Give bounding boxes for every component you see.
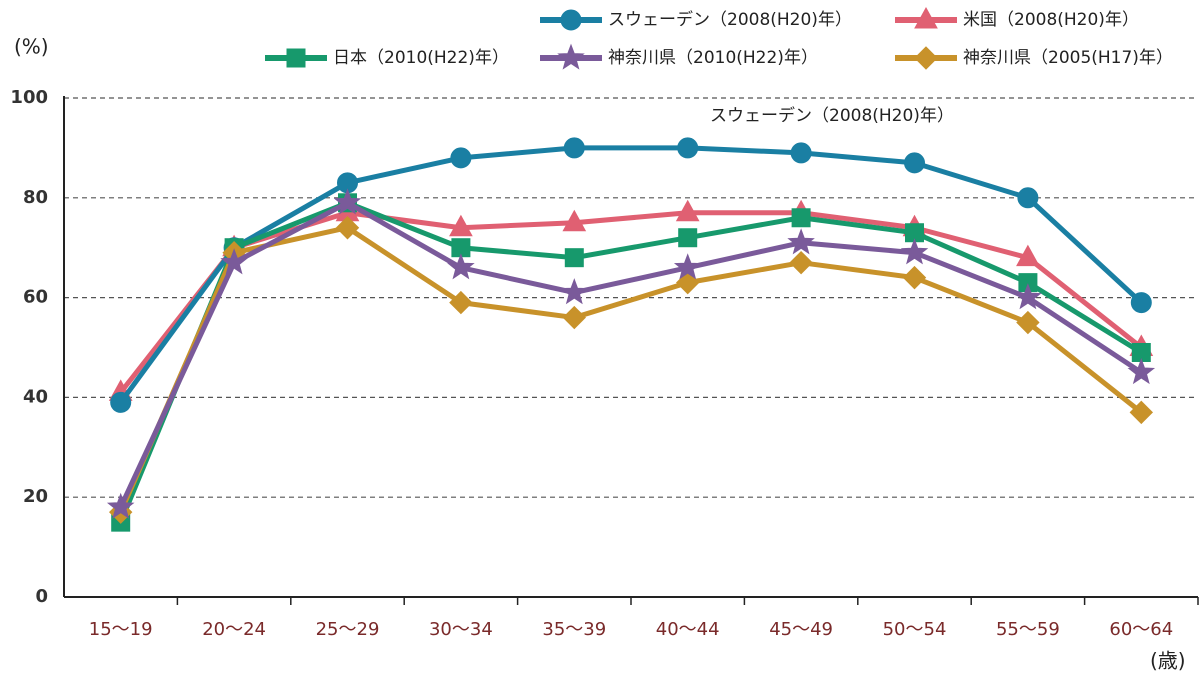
legend-label: 日本（2010(H22)年） [333,48,509,68]
x-tick-label: 30〜34 [429,619,493,640]
y-tick-label: 20 [23,486,48,507]
series-line [118,145,1143,404]
data-point [787,228,815,255]
data-point [563,137,585,159]
data-point [1014,283,1042,310]
legend-marker [286,48,306,68]
legend-marker [557,43,585,70]
data-point [678,228,698,248]
legend-label: 神奈川県（2010(H22)年） [608,48,818,68]
data-point [675,270,700,295]
x-tick-label: 35〜39 [542,619,606,640]
x-tick-label: 55〜59 [996,619,1060,640]
data-point [220,248,248,275]
data-point [449,214,473,237]
data-point [677,137,699,159]
data-point [1127,357,1156,385]
data-point [790,142,812,164]
data-point [675,199,700,222]
legend-marker [914,6,938,29]
data-point [335,216,360,240]
data-point [562,305,587,330]
data-point [447,253,475,280]
legend-label: 神奈川県（2005(H17)年） [963,48,1173,68]
data-point [564,248,584,268]
series-line [118,200,1143,524]
y-tick-label: 60 [23,287,48,308]
legend-label: スウェーデン（2008(H20)年） [608,9,852,30]
data-point [902,265,927,290]
data-point [1016,244,1040,267]
series-line [118,200,1143,509]
legend-marker [560,9,582,31]
x-tick-label: 40〜44 [656,619,720,640]
data-point [1016,310,1040,335]
data-point [1130,292,1152,314]
data-point [562,209,587,232]
y-tick-label: 100 [10,87,48,108]
data-point [106,492,135,519]
legend-label: 米国（2008(H20)年） [963,10,1139,30]
data-point [449,290,473,315]
data-point [789,250,813,275]
data-point [791,208,811,228]
x-tick-label: 60〜64 [1109,619,1173,640]
x-tick-label: 25〜29 [316,619,380,640]
data-point [1017,187,1039,209]
y-tick-label: 0 [35,586,48,607]
data-point [904,152,925,174]
data-point [1129,400,1154,425]
y-tick-label: 40 [23,386,48,407]
x-tick-label: 15〜19 [89,619,153,640]
data-point [450,147,472,169]
y-unit: (%) [14,35,49,59]
x-unit: (歳) [1150,649,1186,673]
y-tick-label: 80 [23,187,48,208]
legend-marker [914,46,938,70]
annotation: スウェーデン（2008(H20)年） [710,105,954,126]
series-line [118,225,1143,514]
x-tick-label: 50〜54 [883,619,947,640]
data-point [900,238,929,265]
x-tick-label: 20〜24 [202,619,266,640]
data-point [110,391,132,413]
data-point [673,253,702,280]
x-tick-label: 45〜49 [769,619,833,640]
data-point [560,278,589,305]
data-point [333,188,362,215]
